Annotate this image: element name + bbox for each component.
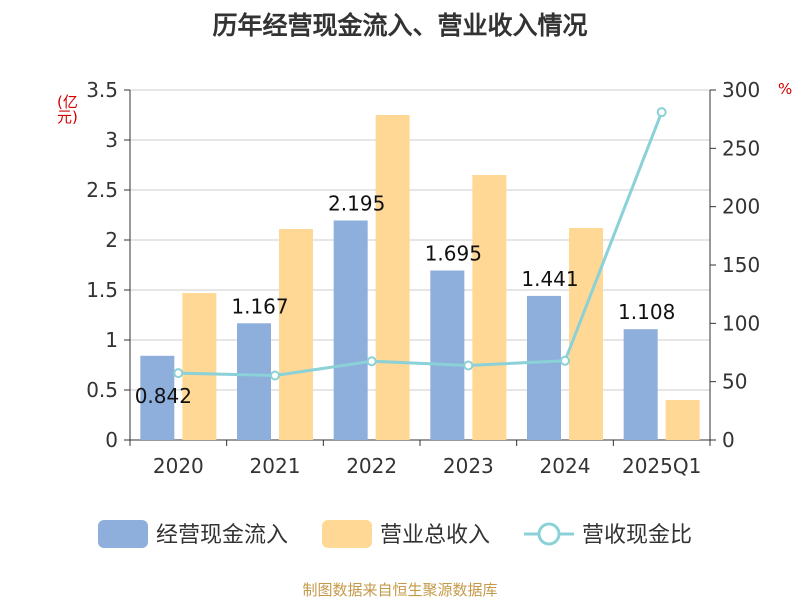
line-point: [366, 356, 377, 367]
line-point: [463, 360, 474, 371]
bar-cash-inflow: [140, 355, 175, 440]
bar-data-label: 2.195: [328, 192, 385, 216]
bar-total-revenue: [182, 293, 217, 440]
bar-cash-inflow: [430, 270, 465, 440]
bar-total-revenue: [279, 229, 313, 440]
left-tick-label: 1.5: [86, 278, 118, 302]
bar-cash-inflow: [623, 329, 658, 440]
right-axis-unit: %: [778, 80, 793, 98]
left-tick-label: 0: [105, 428, 118, 452]
left-tick-label: 3.5: [86, 78, 118, 102]
left-tick-label: 2: [105, 228, 118, 252]
right-tick-label: 0: [722, 428, 735, 452]
left-tick-label: 2.5: [86, 178, 118, 202]
legend-swatch-ratio-marker: [537, 522, 561, 546]
x-tick-label: 2020: [153, 454, 204, 478]
left-axis-unit: (亿元): [57, 93, 78, 126]
right-tick-label: 200: [722, 195, 760, 219]
right-tick-label: 300: [722, 78, 760, 102]
bar-data-label: 1.167: [231, 294, 288, 318]
legend-label: 营收现金比: [582, 523, 692, 548]
bar-total-revenue: [665, 400, 700, 440]
line-point: [560, 355, 570, 366]
x-tick-label: 2024: [540, 454, 591, 478]
legend-swatch-cash-inflow: [98, 520, 148, 548]
line-revenue-cash-ratio: [178, 111, 664, 377]
right-tick-label: 150: [722, 253, 760, 277]
legend-swatch-total-revenue: [322, 520, 372, 548]
bar-total-revenue: [472, 175, 507, 440]
right-tick-label: 250: [722, 136, 760, 160]
bar-cash-inflow: [527, 295, 561, 440]
legend-label: 营业总收入: [380, 523, 490, 548]
x-tick-label: 2025Q1: [622, 454, 701, 478]
bar-total-revenue: [375, 115, 410, 440]
right-tick-label: 50: [722, 370, 747, 394]
line-point: [270, 370, 280, 381]
left-tick-label: 1: [105, 328, 118, 352]
bar-data-label: 1.108: [618, 300, 675, 324]
chart-title: 历年经营现金流入、营业收入情况: [212, 11, 588, 40]
bar-data-label: 1.695: [425, 242, 482, 266]
left-tick-label: 0.5: [86, 378, 118, 402]
x-tick-label: 2022: [346, 454, 397, 478]
x-tick-label: 2021: [250, 454, 301, 478]
x-tick-label: 2023: [443, 454, 494, 478]
source-footer: 制图数据来自恒生聚源数据库: [302, 581, 498, 599]
line-point: [656, 107, 667, 118]
bar-data-label: 0.842: [135, 384, 192, 408]
left-tick-label: 3: [105, 128, 118, 152]
bar-cash-inflow: [333, 220, 368, 440]
bar-data-label: 1.441: [521, 267, 578, 291]
bar-cash-inflow: [237, 323, 271, 440]
line-point: [173, 368, 184, 379]
right-tick-label: 100: [722, 311, 760, 335]
legend-label: 经营现金流入: [156, 523, 288, 548]
